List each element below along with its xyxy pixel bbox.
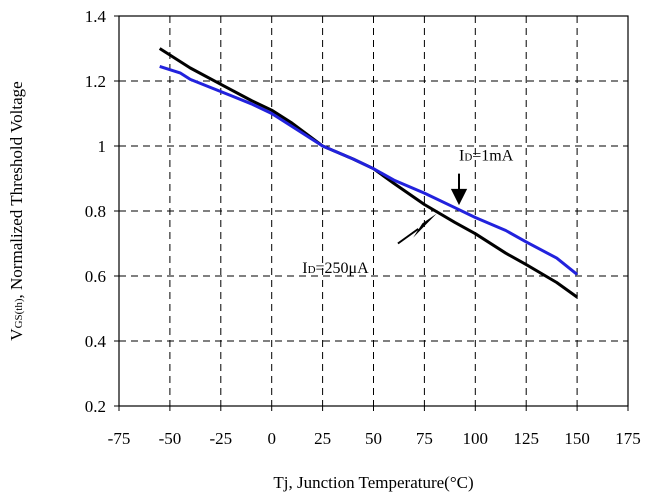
y-tick-label: 0.6 bbox=[85, 267, 106, 286]
y-tick-label: 1.4 bbox=[85, 7, 107, 26]
annotation-id-1ma: ID=1mA bbox=[459, 148, 514, 165]
x-tick-label: -50 bbox=[159, 429, 182, 448]
x-tick-label: 50 bbox=[365, 429, 382, 448]
x-tick-label: 75 bbox=[416, 429, 433, 448]
grid bbox=[119, 16, 628, 406]
x-tick-label: 175 bbox=[615, 429, 641, 448]
x-tick-label: -25 bbox=[209, 429, 232, 448]
series-group bbox=[158, 47, 579, 299]
series-line-id-1ma bbox=[159, 64, 579, 276]
y-tick-label: 0.4 bbox=[85, 332, 107, 351]
x-tick-label: -75 bbox=[108, 429, 131, 448]
y-axis-label-suffix: , Normalized Threshold Voltage bbox=[7, 81, 26, 298]
annotations: ID=1mA ID=250μA bbox=[302, 148, 514, 277]
y-tick-label: 0.2 bbox=[85, 397, 106, 416]
y-axis-label-subscript: GS(th) bbox=[13, 298, 25, 328]
y-axis-label-prefix: V bbox=[7, 328, 26, 341]
x-tick-label: 0 bbox=[267, 429, 276, 448]
arrow-250ua-head bbox=[413, 213, 437, 238]
x-axis-label: Tj, Junction Temperature(°C) bbox=[273, 473, 473, 492]
annotation-id-250ua: ID=250μA bbox=[302, 260, 369, 277]
x-tick-label: 100 bbox=[463, 429, 489, 448]
arrow-1ma-head bbox=[450, 188, 468, 206]
y-axis-label: VGS(th), Normalized Threshold Voltage bbox=[7, 81, 26, 340]
x-tick-labels: -75 -50 -25 0 25 50 75 100 125 150 175 bbox=[108, 406, 641, 448]
annotation-arrows bbox=[397, 173, 468, 245]
x-tick-label: 125 bbox=[513, 429, 539, 448]
x-tick-label: 25 bbox=[314, 429, 331, 448]
y-tick-label: 0.8 bbox=[85, 202, 106, 221]
x-tick-label: 150 bbox=[564, 429, 590, 448]
arrow-250ua-shaft bbox=[397, 228, 419, 245]
y-tick-label: 1.2 bbox=[85, 72, 106, 91]
y-tick-labels: 0.2 0.4 0.6 0.8 1 1.2 1.4 bbox=[85, 7, 119, 416]
y-tick-label: 1 bbox=[98, 137, 107, 156]
